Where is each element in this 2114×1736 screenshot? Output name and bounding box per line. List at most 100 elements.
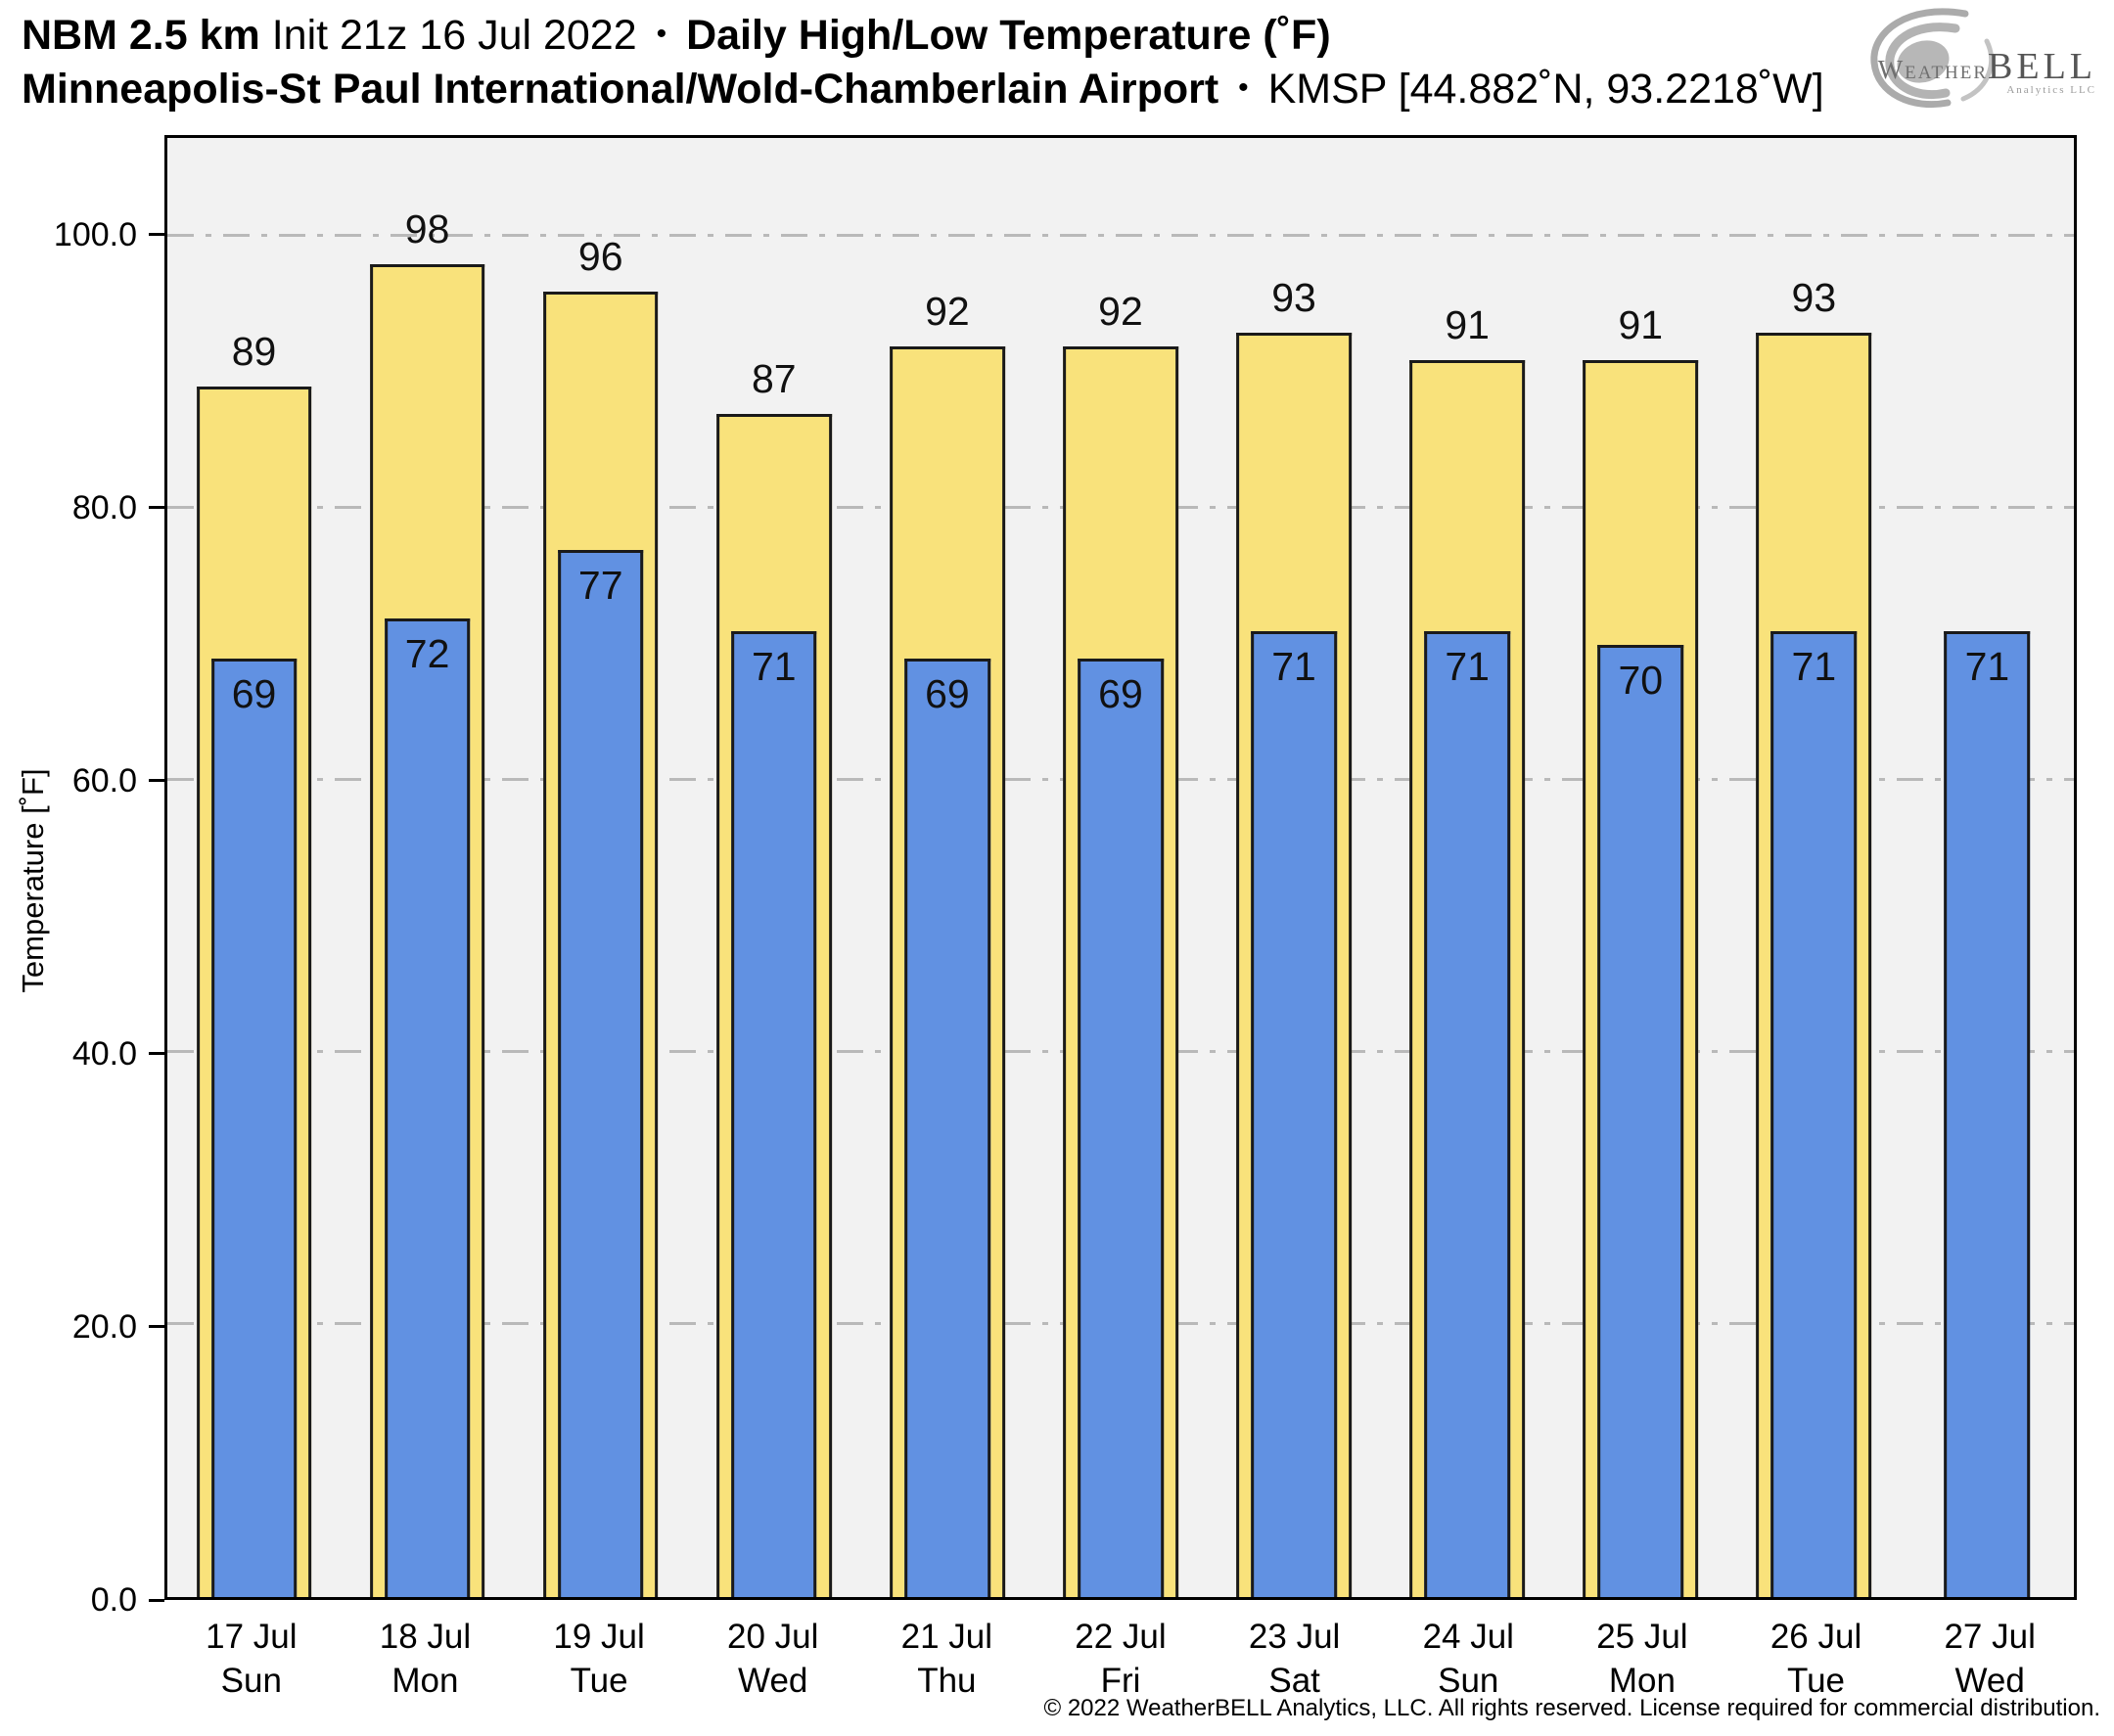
x-tick-label: 25 Jul Mon (1555, 1615, 1729, 1703)
y-tick-mark (149, 1052, 164, 1056)
low-bar: 71 (1251, 631, 1337, 1597)
x-tick-weekday: Thu (917, 1662, 977, 1700)
x-tick-weekday: Tue (1787, 1662, 1846, 1700)
low-bar: 69 (904, 659, 990, 1597)
x-tick-date: 27 Jul (1944, 1618, 2036, 1656)
low-bar: 69 (1078, 659, 1164, 1597)
y-tick-label: 100.0 (53, 215, 137, 253)
y-tick-mark (149, 1598, 164, 1602)
y-tick-label: 60.0 (71, 761, 137, 799)
bar-group: 91 70 (1554, 138, 1727, 1597)
high-value-label: 98 (404, 206, 450, 252)
gridline (167, 234, 2074, 238)
high-value-label: 87 (751, 356, 797, 402)
x-tick-label: 26 Jul Tue (1729, 1615, 1904, 1703)
x-tick-label: 27 Jul Wed (1903, 1615, 2077, 1703)
x-tick-weekday: Sun (220, 1662, 282, 1700)
low-value-label: 71 (1964, 644, 2010, 690)
high-value-label: 93 (1791, 274, 1837, 320)
high-value-label: 89 (231, 329, 277, 375)
high-value-label: 92 (925, 288, 970, 334)
x-tick-label: 22 Jul Fri (1034, 1615, 1208, 1703)
x-tick-label: 18 Jul Mon (339, 1615, 513, 1703)
low-value-label: 77 (577, 563, 623, 609)
low-value-label: 69 (231, 671, 277, 717)
high-value-label: 93 (1271, 274, 1316, 320)
bar-group: 92 69 (1034, 138, 1207, 1597)
x-tick-weekday: Wed (1954, 1662, 2025, 1700)
bullet-separator: • (656, 18, 667, 50)
y-tick-mark (149, 1325, 164, 1329)
x-tick-weekday: Sat (1268, 1662, 1320, 1700)
logo-subtitle: Analytics LLC (2006, 84, 2096, 96)
logo-weather-text: Weather (1877, 55, 1989, 84)
title-line-2: Minneapolis-St Paul International/Wold-C… (22, 62, 1824, 115)
high-value-label: 92 (1098, 288, 1143, 334)
chart-header: NBM 2.5 km Init 21z 16 Jul 2022 • Daily … (22, 8, 1824, 115)
x-tick-weekday: Tue (570, 1662, 628, 1700)
x-tick-date: 17 Jul (206, 1618, 298, 1656)
low-bar: 71 (1944, 631, 2031, 1597)
y-tick-mark (149, 506, 164, 510)
model-name: NBM 2.5 km (22, 12, 260, 59)
low-bar: 72 (384, 617, 471, 1597)
bar-group: 87 71 (687, 138, 860, 1597)
station-name: Minneapolis-St Paul International/Wold-C… (22, 66, 1219, 113)
y-tick-mark (149, 779, 164, 783)
x-tick-weekday: Mon (391, 1662, 459, 1700)
x-tick-weekday: Sun (1438, 1662, 1499, 1700)
weatherbell-logo: WeatherBELL Analytics LLC (1867, 4, 2098, 112)
bar-group: 71 (1901, 138, 2074, 1597)
logo-wordmark: WeatherBELL Analytics LLC (1878, 45, 2096, 96)
low-value-label: 71 (1445, 644, 1490, 690)
low-bar: 71 (1770, 631, 1858, 1597)
x-tick-weekday: Mon (1608, 1662, 1676, 1700)
x-tick-label: 21 Jul Thu (860, 1615, 1034, 1703)
y-tick-label: 40.0 (71, 1034, 137, 1073)
hurricane-swirl-icon (1870, 8, 1994, 109)
y-tick-label: 20.0 (71, 1307, 137, 1346)
low-value-label: 72 (404, 630, 450, 676)
bar-group: 92 69 (860, 138, 1034, 1597)
x-tick-date: 24 Jul (1422, 1618, 1514, 1656)
low-bar: 70 (1597, 645, 1684, 1597)
low-value-label: 69 (925, 671, 970, 717)
plot-area: 89 69 98 72 96 77 87 71 92 69 92 69 93 71 91 71 91 70 93 71… (164, 135, 2077, 1600)
x-tick-date: 21 Jul (900, 1618, 993, 1656)
x-axis: 17 Jul Sun 18 Jul Mon 19 Jul Tue 20 Jul Wed 21 J… (164, 1615, 2077, 1722)
x-tick-label: 23 Jul Sat (1208, 1615, 1382, 1703)
x-tick-label: 19 Jul Tue (512, 1615, 686, 1703)
x-tick-date: 23 Jul (1248, 1618, 1341, 1656)
product-title: Daily High/Low Temperature (˚F) (686, 12, 1331, 59)
bar-group: 96 77 (514, 138, 687, 1597)
bar-group: 93 71 (1208, 138, 1381, 1597)
low-value-label: 71 (751, 644, 797, 690)
copyright-notice: © 2022 WeatherBELL Analytics, LLC. All r… (1043, 1695, 2100, 1721)
low-value-label: 70 (1618, 658, 1664, 704)
station-id-coords: KMSP [44.882˚N, 93.2218˚W] (1267, 66, 1824, 113)
bar-group: 89 69 (167, 138, 341, 1597)
bar-group: 91 71 (1381, 138, 1554, 1597)
init-time: Init 21z 16 Jul 2022 (271, 12, 637, 59)
bullet-separator: • (1238, 71, 1249, 104)
x-tick-label: 20 Jul Wed (686, 1615, 860, 1703)
logo-bell-text: BELL (1988, 46, 2096, 87)
low-bar: 69 (210, 659, 298, 1597)
title-line-1: NBM 2.5 km Init 21z 16 Jul 2022 • Daily … (22, 8, 1824, 62)
y-tick-mark (149, 233, 164, 237)
y-tick-label: 80.0 (71, 488, 137, 526)
x-tick-date: 22 Jul (1075, 1618, 1167, 1656)
bar-group: 98 72 (341, 138, 514, 1597)
low-value-label: 71 (1271, 644, 1316, 690)
bar-group: 93 71 (1727, 138, 1901, 1597)
high-value-label: 91 (1618, 301, 1664, 347)
x-tick-date: 20 Jul (727, 1618, 819, 1656)
low-bar: 71 (730, 631, 817, 1597)
x-tick-label: 24 Jul Sun (1381, 1615, 1555, 1703)
high-value-label: 91 (1445, 301, 1490, 347)
x-tick-date: 26 Jul (1769, 1618, 1862, 1656)
low-bar: 71 (1424, 631, 1510, 1597)
x-tick-weekday: Fri (1100, 1662, 1141, 1700)
low-bar: 77 (557, 550, 644, 1597)
y-axis-title: Temperature [˚F] (16, 768, 50, 993)
